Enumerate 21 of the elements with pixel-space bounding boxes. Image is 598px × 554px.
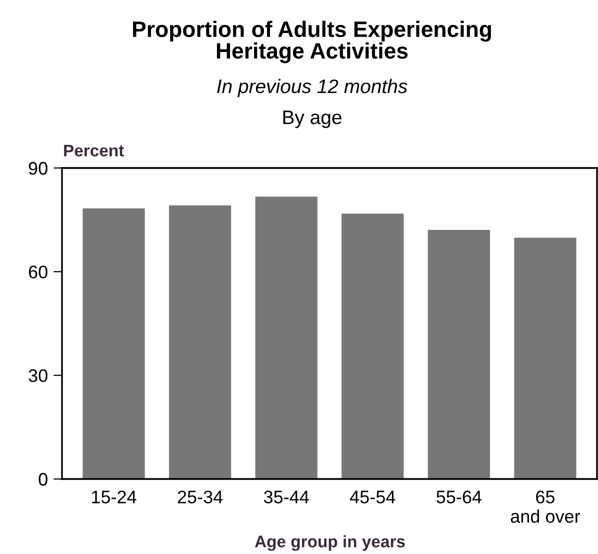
bar (169, 205, 232, 479)
bar (428, 230, 490, 479)
chart-title: Proportion of Adults Experiencing Heritage Activities (133, 20, 491, 64)
y-tick-label: 60 (28, 266, 48, 278)
bar (342, 214, 404, 479)
x-axis-title: Age group in years (254, 535, 405, 551)
x-tick-label: 65 and over (510, 490, 580, 523)
chart-subtitle: In previous 12 months (217, 78, 408, 98)
x-tick-label: 35-44 (264, 490, 309, 504)
y-tick-label: 0 (38, 472, 48, 486)
text: By age (283, 110, 342, 128)
bar (82, 208, 145, 479)
bar (255, 196, 318, 479)
x-tick-label: 25-34 (178, 490, 223, 504)
x-tick-label: 45-54 (350, 490, 396, 504)
x-tick-label: 55-64 (436, 490, 482, 504)
x-tick-label: 15-24 (92, 490, 136, 504)
y-tick-label: 90 (28, 162, 48, 175)
y-tick-label: 30 (28, 369, 48, 382)
y-axis-title: Percent (64, 144, 124, 156)
bar (514, 238, 576, 479)
